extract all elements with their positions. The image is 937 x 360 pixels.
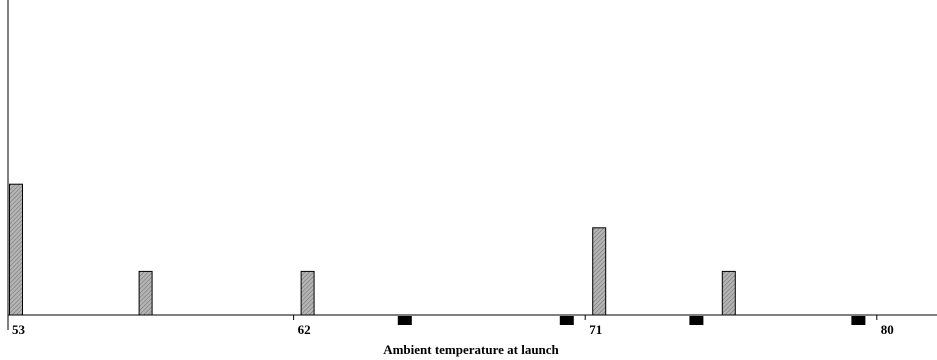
x-tick-label-53: 53	[12, 322, 26, 337]
bar-71	[592, 227, 607, 316]
x-tick-label-71: 71	[589, 322, 602, 337]
bars-group	[9, 183, 736, 316]
bar-57	[138, 270, 153, 316]
x-ticks-group: 53 62 71 80	[7, 315, 894, 337]
bar-62	[300, 270, 315, 316]
bar-53	[9, 183, 23, 316]
x-axis-title: Ambient temperature at launch	[383, 342, 559, 357]
markers-group	[397, 316, 866, 325]
below-bar-79	[851, 316, 866, 325]
x-tick-label-62: 62	[298, 322, 311, 337]
x-tick-label-80: 80	[881, 322, 894, 337]
below-bar-70	[559, 316, 574, 325]
below-bar-74	[689, 316, 704, 325]
bar-75	[721, 270, 736, 316]
below-bar-65	[397, 316, 412, 325]
